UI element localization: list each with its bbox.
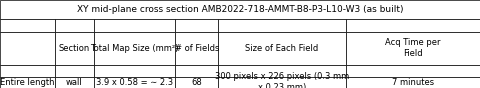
Bar xyxy=(0,77,55,88)
Bar xyxy=(346,77,480,88)
Text: XY mid-plane cross section AMB2022-718-AMMT-B8-P3-L10-W3 (as built): XY mid-plane cross section AMB2022-718-A… xyxy=(77,5,403,14)
Bar xyxy=(94,77,175,88)
Bar xyxy=(55,77,94,88)
Text: Size of Each Field: Size of Each Field xyxy=(245,44,319,53)
Text: # of Fields: # of Fields xyxy=(175,44,219,53)
Bar xyxy=(218,19,346,32)
Bar xyxy=(175,32,218,65)
Bar xyxy=(218,65,346,77)
Text: Entire length: Entire length xyxy=(0,78,55,87)
Bar xyxy=(175,77,218,88)
Bar xyxy=(0,0,480,19)
Bar xyxy=(175,65,218,77)
Bar xyxy=(94,32,175,65)
Bar xyxy=(0,65,55,77)
Bar xyxy=(346,32,480,65)
Text: wall: wall xyxy=(66,78,83,87)
Bar xyxy=(55,32,94,65)
Bar xyxy=(346,65,480,77)
Bar xyxy=(55,65,94,77)
Bar xyxy=(346,19,480,32)
Text: 3.9 x 0.58 = ∼ 2.3: 3.9 x 0.58 = ∼ 2.3 xyxy=(96,78,173,87)
Bar xyxy=(218,32,346,65)
Text: 68: 68 xyxy=(192,78,202,87)
Text: 7 minutes: 7 minutes xyxy=(392,78,434,87)
Text: Acq Time per
Field: Acq Time per Field xyxy=(385,38,441,58)
Text: Section: Section xyxy=(59,44,90,53)
Text: 300 pixels x 226 pixels (0.3 mm
x 0.23 mm): 300 pixels x 226 pixels (0.3 mm x 0.23 m… xyxy=(215,72,349,88)
Bar xyxy=(218,77,346,88)
Bar xyxy=(0,19,55,32)
Text: Total Map Size (mm²): Total Map Size (mm²) xyxy=(90,44,179,53)
Bar xyxy=(175,19,218,32)
Bar xyxy=(94,19,175,32)
Bar xyxy=(94,65,175,77)
Bar xyxy=(0,32,55,65)
Bar xyxy=(55,19,94,32)
